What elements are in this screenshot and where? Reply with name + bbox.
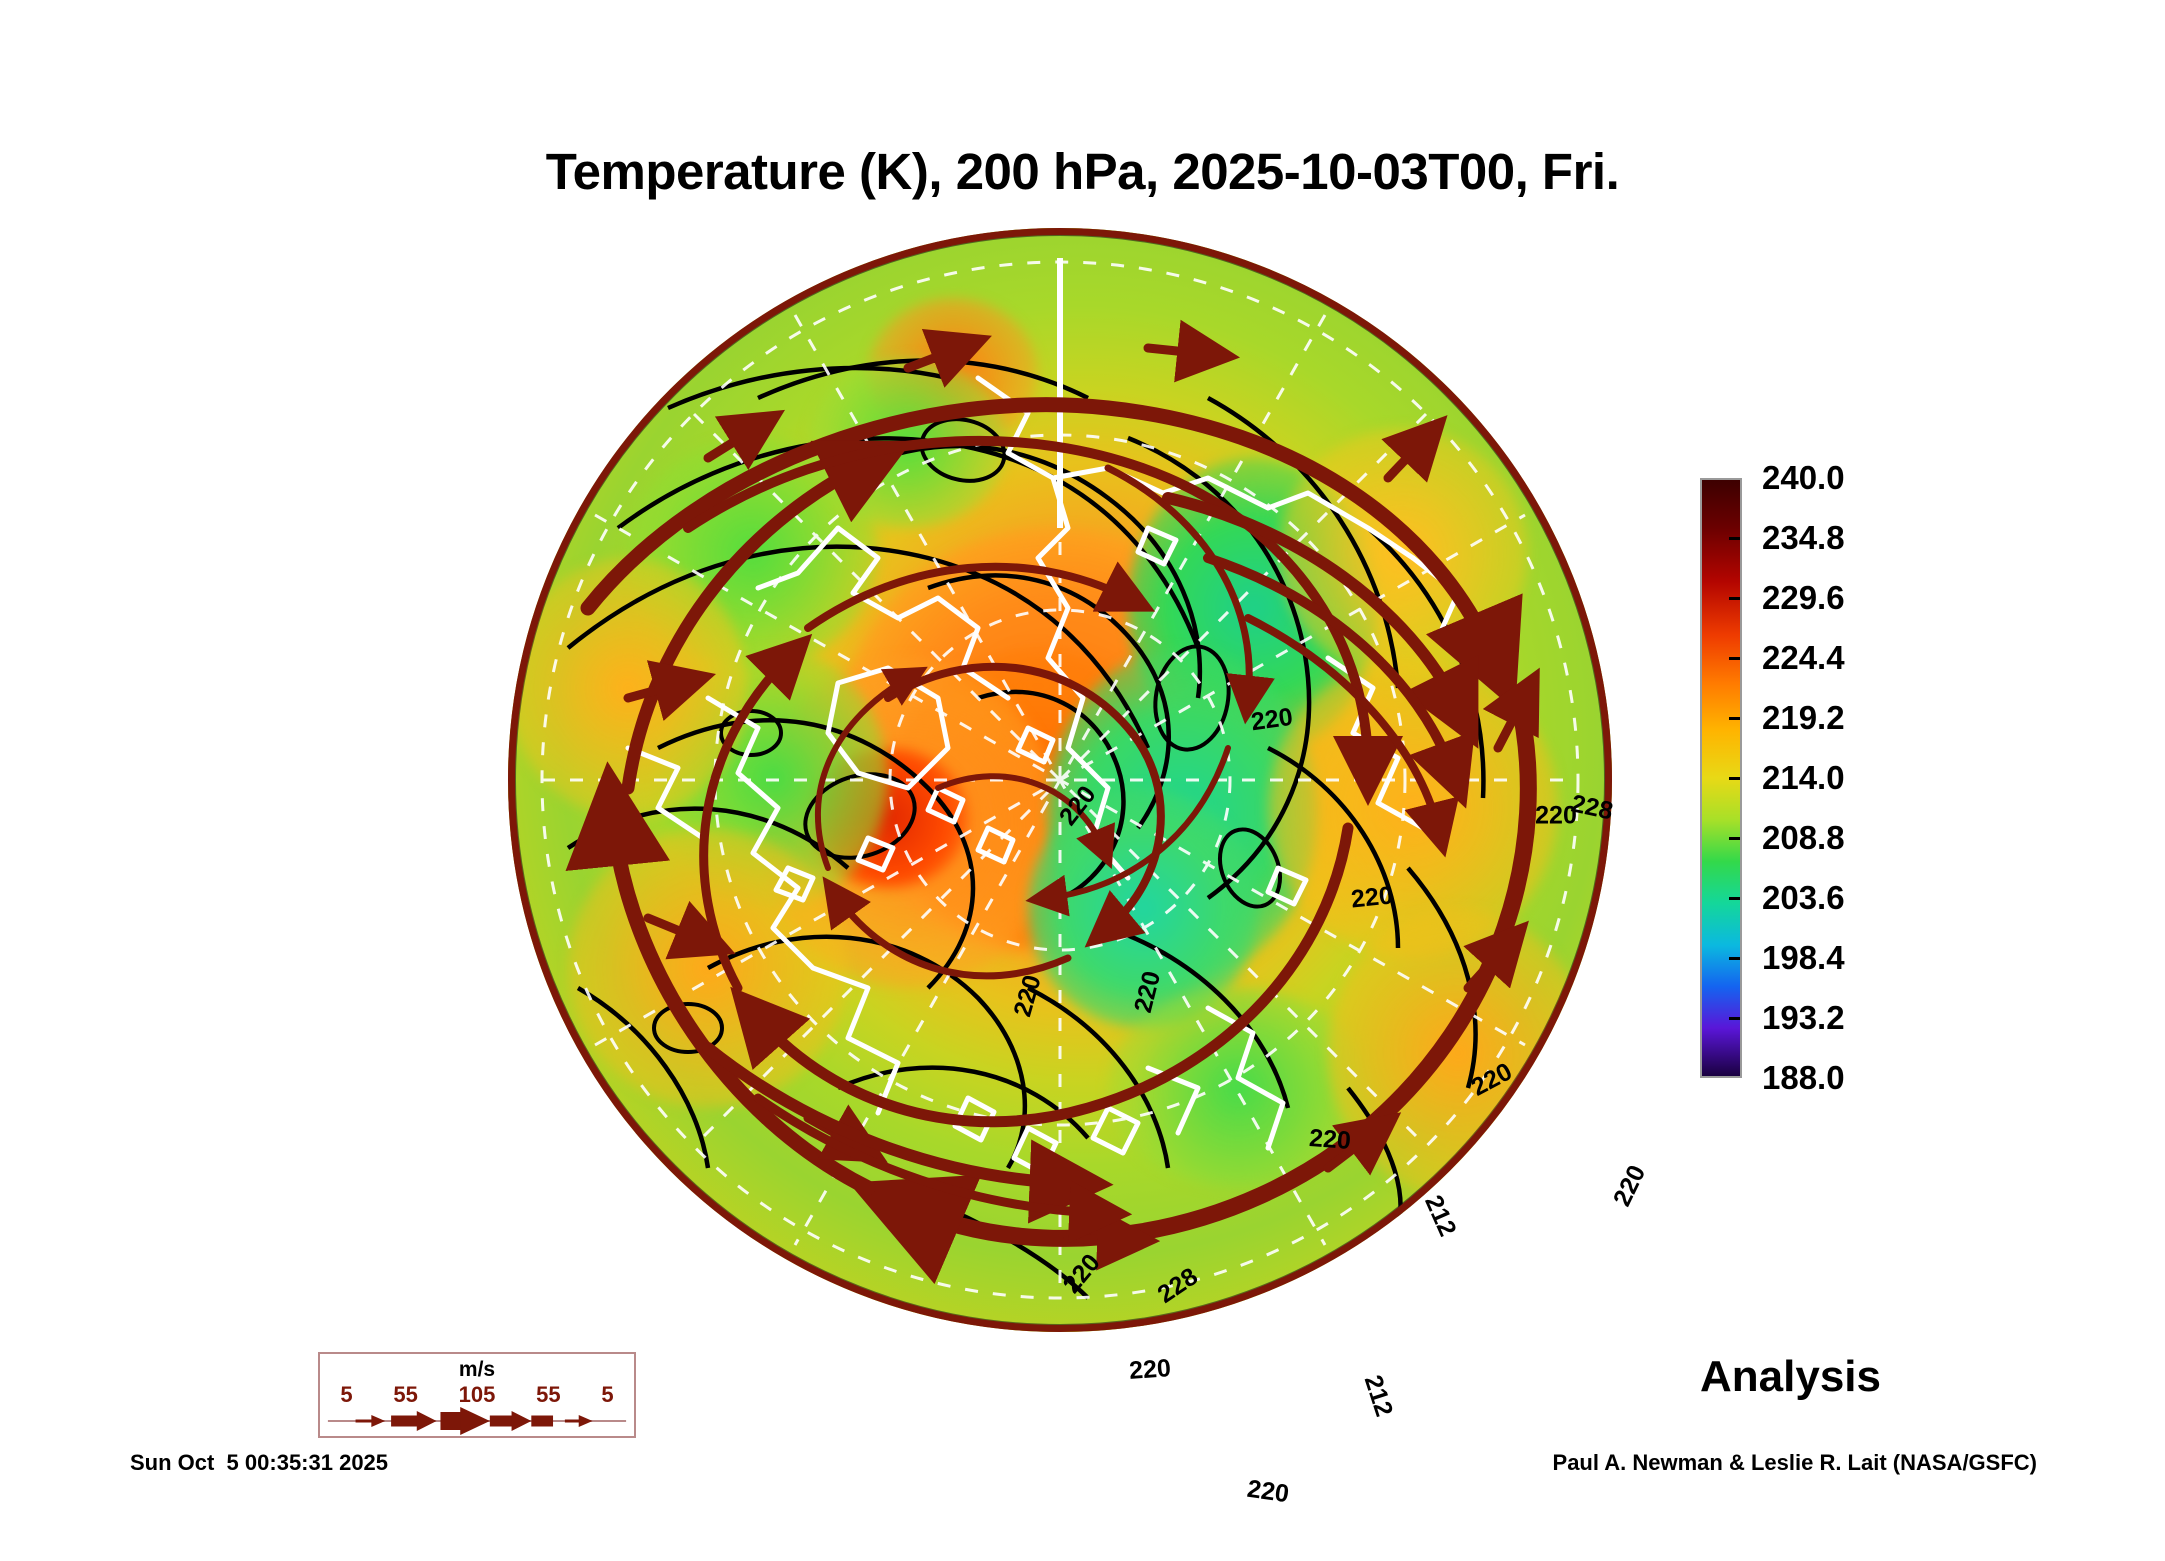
colorbar-tick bbox=[1729, 596, 1740, 600]
contour-value-label: 220 bbox=[1535, 801, 1577, 830]
colorbar-tick-label: 198.4 bbox=[1762, 939, 1845, 976]
author-credit: Paul A. Newman & Leslie R. Lait (NASA/GS… bbox=[1552, 1450, 2037, 1475]
colorbar-tick bbox=[1729, 776, 1740, 780]
colorbar-ticks bbox=[1700, 478, 1742, 1078]
map-globe bbox=[508, 228, 1612, 1332]
wind-value-label: 55 bbox=[393, 1382, 418, 1407]
colorbar-tick bbox=[1729, 836, 1740, 840]
contour-value-label: 212 bbox=[1358, 1371, 1399, 1421]
colorbar-tick bbox=[1729, 716, 1740, 720]
wind-streamline-layer bbox=[565, 319, 1540, 1285]
wind-value-label: 55 bbox=[536, 1382, 561, 1407]
wind-speed-legend: m/s 5 55 105 55 5 bbox=[318, 1352, 636, 1438]
contour-value-label: 220 bbox=[1308, 1124, 1352, 1155]
colorbar-tick-label: 229.6 bbox=[1762, 579, 1845, 616]
contour-value-label: 220 bbox=[1128, 1354, 1172, 1385]
polar-map[interactable]: 220 220 220 228 220 220 220 220 220 212 220 228 220 2… bbox=[508, 228, 1651, 1508]
colorbar-tick-label: 193.2 bbox=[1762, 999, 1845, 1036]
wind-value-label: 105 bbox=[458, 1382, 496, 1407]
colorbar[interactable]: 240.0 234.8 229.6 224.4 219.2 214.0 208.8 203.6… bbox=[1700, 459, 2120, 1096]
wind-value-label: 5 bbox=[601, 1382, 614, 1407]
colorbar-tick-label: 208.8 bbox=[1762, 819, 1845, 856]
contour-value-label: 220 bbox=[1249, 702, 1295, 737]
wind-value-label: 5 bbox=[340, 1382, 353, 1407]
page-title: Temperature (K), 200 hPa, 2025-10-03T00,… bbox=[545, 143, 1620, 200]
wind-arrow-scale bbox=[327, 1407, 627, 1435]
contour-value-label: 220 bbox=[1349, 881, 1395, 914]
colorbar-tick-label: 203.6 bbox=[1762, 879, 1845, 916]
colorbar-tick bbox=[1729, 536, 1740, 540]
colorbar-tick bbox=[1729, 956, 1740, 960]
analysis-label: Analysis bbox=[1700, 1352, 1881, 1401]
generation-timestamp: Sun Oct 5 00:35:31 2025 bbox=[130, 1450, 389, 1475]
colorbar-tick-label: 219.2 bbox=[1762, 699, 1845, 736]
colorbar-tick bbox=[1729, 656, 1740, 660]
colorbar-tick-label: 214.0 bbox=[1762, 759, 1845, 796]
colorbar-tick-label: 188.0 bbox=[1762, 1059, 1845, 1096]
colorbar-tick-label: 240.0 bbox=[1762, 459, 1845, 496]
colorbar-tick bbox=[1729, 896, 1740, 900]
colorbar-labels: 240.0 234.8 229.6 224.4 219.2 214.0 208.8 203.6… bbox=[1762, 459, 1962, 1096]
contour-value-label: 220 bbox=[1245, 1474, 1291, 1509]
colorbar-tick-label: 224.4 bbox=[1762, 639, 1845, 676]
wind-units-label: m/s bbox=[458, 1358, 496, 1381]
colorbar-tick-label: 234.8 bbox=[1762, 519, 1845, 556]
contour-value-label: 220 bbox=[1607, 1160, 1652, 1211]
colorbar-tick bbox=[1729, 1016, 1740, 1020]
wind-value-labels: 5 55 105 55 5 bbox=[320, 1382, 634, 1408]
